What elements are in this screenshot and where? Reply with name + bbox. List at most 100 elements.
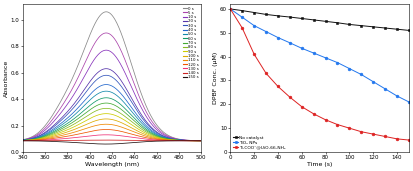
90 s	[140, 130, 145, 133]
40 s	[104, 83, 109, 86]
10 s	[101, 50, 106, 52]
40 s	[199, 140, 204, 142]
Ti-COO⁻@UiO-66-NH₂	[406, 139, 411, 141]
130 s	[126, 136, 131, 138]
140 s	[20, 140, 25, 142]
130 s	[140, 138, 145, 140]
20 s	[126, 91, 131, 93]
Y-axis label: Absorbance: Absorbance	[4, 60, 9, 97]
0 s	[199, 140, 204, 142]
60 s	[104, 97, 109, 99]
No catalyst	[347, 23, 352, 25]
110 s	[155, 138, 160, 140]
120 s	[126, 132, 131, 134]
140 s	[66, 139, 71, 141]
80 s	[155, 136, 160, 138]
Line: 80 s: 80 s	[23, 108, 201, 141]
10 s	[104, 49, 109, 51]
Line: 120 s: 120 s	[23, 129, 201, 141]
90 s	[199, 140, 204, 142]
140 s	[101, 139, 106, 141]
0 s	[101, 11, 106, 14]
110 s	[20, 140, 25, 142]
TiO₂ NPs	[347, 68, 352, 70]
60 s	[20, 139, 25, 141]
TiO₂ NPs	[228, 8, 233, 10]
130 s	[104, 134, 109, 136]
100 s	[126, 125, 131, 127]
70 s	[104, 102, 109, 104]
0 s	[140, 95, 145, 97]
70 s	[66, 124, 71, 126]
No catalyst	[263, 13, 268, 15]
90 s	[66, 128, 71, 130]
40 s	[66, 116, 71, 118]
TiO₂ NPs	[311, 52, 316, 54]
40 s	[20, 139, 25, 141]
20 s	[66, 109, 71, 111]
70 s	[126, 114, 131, 116]
20 s	[155, 131, 160, 134]
Line: 110 s: 110 s	[23, 124, 201, 141]
20 s	[20, 139, 25, 141]
120 s	[104, 128, 109, 130]
5 s	[66, 94, 71, 96]
Line: 100 s: 100 s	[23, 119, 201, 141]
130 s	[155, 139, 160, 141]
100 s	[20, 140, 25, 142]
110 s	[52, 136, 57, 138]
120 s	[52, 137, 57, 139]
Legend: No catalyst, TiO₂ NPs, Ti-COO⁻@UiO-66-NH₂: No catalyst, TiO₂ NPs, Ti-COO⁻@UiO-66-NH…	[233, 135, 286, 150]
90 s	[155, 137, 160, 139]
100 s	[140, 132, 145, 134]
No catalyst	[228, 8, 233, 10]
Line: 60 s: 60 s	[23, 98, 201, 141]
30 s	[155, 132, 160, 134]
150 s	[66, 141, 71, 143]
50 s	[155, 134, 160, 136]
Ti-COO⁻@UiO-66-NH₂	[240, 27, 245, 29]
No catalyst	[335, 22, 340, 24]
0 s	[126, 53, 131, 55]
150 s	[20, 140, 25, 142]
TiO₂ NPs	[252, 25, 256, 27]
140 s	[155, 140, 160, 142]
30 s	[66, 112, 71, 114]
TiO₂ NPs	[370, 81, 375, 83]
50 s	[52, 129, 57, 131]
Line: 0 s: 0 s	[23, 12, 201, 141]
110 s	[199, 140, 204, 142]
TiO₂ NPs	[275, 37, 280, 39]
130 s	[20, 140, 25, 142]
100 s	[155, 137, 160, 139]
Line: No catalyst: No catalyst	[229, 8, 410, 32]
0 s	[52, 111, 57, 113]
90 s	[52, 134, 57, 136]
110 s	[126, 129, 131, 131]
Ti-COO⁻@UiO-66-NH₂	[263, 72, 268, 74]
30 s	[52, 125, 57, 127]
20 s	[104, 68, 109, 70]
Line: 5 s: 5 s	[23, 33, 201, 141]
140 s	[52, 140, 57, 142]
80 s	[52, 133, 57, 135]
80 s	[20, 139, 25, 141]
No catalyst	[394, 28, 399, 30]
5 s	[155, 127, 160, 129]
60 s	[140, 125, 145, 127]
90 s	[20, 140, 25, 142]
No catalyst	[406, 29, 411, 31]
No catalyst	[359, 25, 364, 27]
X-axis label: Wavelength (nm): Wavelength (nm)	[85, 162, 139, 167]
Line: 10 s: 10 s	[23, 50, 201, 141]
40 s	[101, 84, 106, 86]
150 s	[126, 142, 131, 144]
Ti-COO⁻@UiO-66-NH₂	[335, 123, 340, 126]
150 s	[52, 140, 57, 142]
Ti-COO⁻@UiO-66-NH₂	[359, 131, 364, 133]
Ti-COO⁻@UiO-66-NH₂	[275, 85, 280, 87]
No catalyst	[275, 15, 280, 17]
140 s	[126, 139, 131, 141]
TiO₂ NPs	[299, 47, 304, 49]
30 s	[20, 139, 25, 141]
